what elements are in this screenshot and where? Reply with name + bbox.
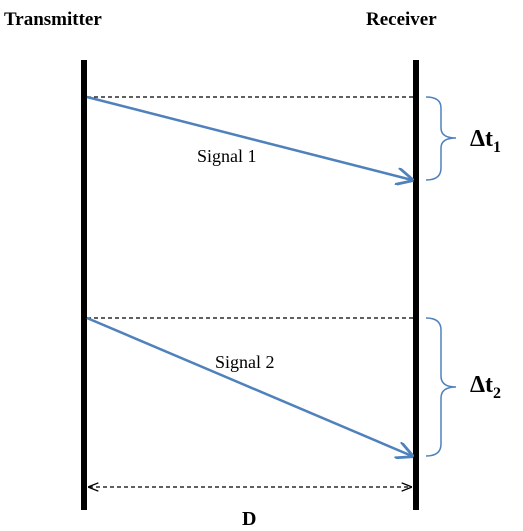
signal2-label: Signal 2 <box>215 352 275 372</box>
signal1-arrow <box>86 95 412 180</box>
distance-label: D <box>242 508 256 530</box>
delta-t1-label: Δt1 <box>470 126 501 156</box>
transmitter-label: Transmitter <box>4 9 102 30</box>
signal1-label: Signal 1 <box>197 146 257 166</box>
signal2-arrow <box>86 316 412 456</box>
receiver-label: Receiver <box>366 9 437 30</box>
delta-t1-brace <box>425 96 457 181</box>
delta-t2-label: Δt2 <box>470 372 501 402</box>
delta-t2-brace <box>425 317 457 457</box>
